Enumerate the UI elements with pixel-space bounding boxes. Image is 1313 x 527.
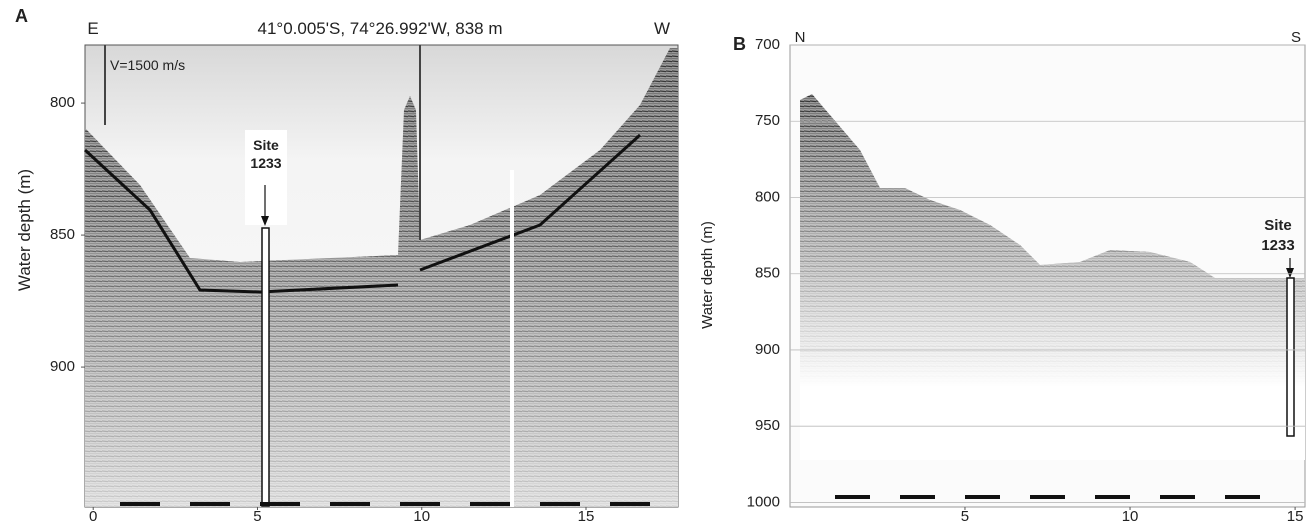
y-tick-label: 850 bbox=[755, 265, 780, 282]
sediment-fade bbox=[800, 94, 1305, 460]
profile-title: 41°0.005'S, 74°26.992'W, 838 m bbox=[257, 19, 502, 38]
y-tick-label: 1000 bbox=[747, 493, 780, 510]
sediment-fade bbox=[85, 48, 678, 507]
x-tick-label: 15 bbox=[578, 508, 595, 522]
end-label: S bbox=[1291, 29, 1301, 46]
y-tick-label: 950 bbox=[755, 417, 780, 434]
y-tick-label: 800 bbox=[755, 188, 780, 205]
site-label: 1233 bbox=[250, 155, 281, 171]
site-label: 1233 bbox=[1261, 237, 1294, 254]
x-tick-label: 5 bbox=[961, 508, 969, 522]
x-tick-label: 15 bbox=[1287, 508, 1304, 522]
site-arrowhead bbox=[261, 216, 269, 226]
x-tick-label: 10 bbox=[413, 508, 430, 522]
x-tick-label: 10 bbox=[1122, 508, 1139, 522]
end-label: W bbox=[654, 19, 670, 38]
y-tick-label: 800 bbox=[50, 94, 75, 111]
end-label: N bbox=[795, 29, 806, 46]
site-label: Site bbox=[1264, 217, 1292, 234]
site-arrowhead bbox=[1286, 268, 1294, 278]
y-axis-label: Water depth (m) bbox=[15, 169, 34, 291]
profile-a bbox=[83, 44, 679, 508]
panel-label: A bbox=[15, 6, 28, 26]
y-tick-label: 900 bbox=[50, 358, 75, 375]
x-tick-label: 5 bbox=[253, 508, 261, 522]
y-tick-label: 850 bbox=[50, 226, 75, 243]
y-tick-label: 900 bbox=[755, 341, 780, 358]
label-box bbox=[245, 130, 287, 225]
site-core bbox=[1286, 277, 1295, 437]
x-tick-label: 0 bbox=[89, 508, 97, 522]
annotation: V=1500 m/s bbox=[110, 57, 185, 73]
site-core bbox=[261, 227, 270, 507]
y-tick-label: 700 bbox=[755, 36, 780, 53]
y-axis-label: Water depth (m) bbox=[699, 221, 716, 329]
site-label: Site bbox=[253, 137, 279, 153]
end-label: E bbox=[87, 19, 98, 38]
reflector bbox=[83, 133, 642, 294]
panel-label: B bbox=[733, 34, 746, 54]
profile-b bbox=[789, 44, 1306, 508]
y-tick-label: 750 bbox=[755, 112, 780, 129]
